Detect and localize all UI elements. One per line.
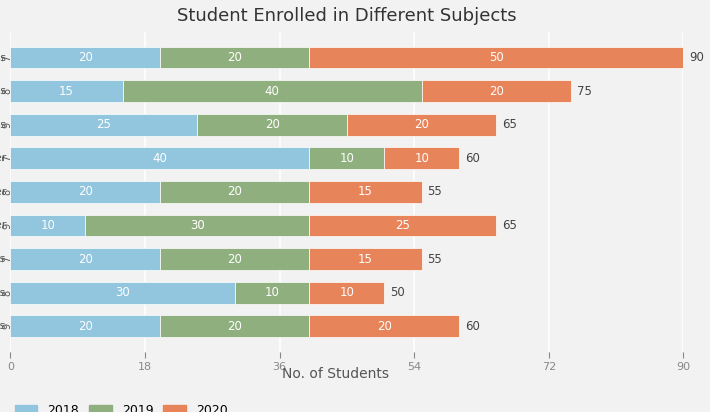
Text: Computer: Computer (0, 153, 6, 163)
Bar (11, 315, 160, 337)
Text: 20: 20 (78, 253, 92, 266)
Text: Arts: Arts (0, 254, 6, 264)
Text: Arts: Arts (0, 288, 6, 297)
Text: 8: 8 (2, 290, 12, 296)
Text: 20: 20 (489, 84, 504, 98)
Legend: 2018, 2019, 2020: 2018, 2019, 2020 (10, 400, 233, 412)
Text: 75: 75 (577, 84, 592, 98)
Bar (123, 80, 422, 102)
Bar (160, 181, 310, 203)
Bar (310, 215, 496, 236)
Text: 20: 20 (78, 51, 92, 64)
Text: Computer: Computer (0, 220, 6, 230)
Text: 8: 8 (2, 189, 12, 195)
Text: Mathematics: Mathematics (0, 119, 6, 130)
Text: 50: 50 (391, 286, 405, 299)
Text: 10: 10 (414, 152, 429, 165)
Bar (310, 47, 683, 68)
Title: Student Enrolled in Different Subjects: Student Enrolled in Different Subjects (177, 7, 517, 25)
Text: 9: 9 (2, 323, 12, 329)
Text: 7: 7 (2, 155, 12, 162)
Bar (11, 215, 85, 236)
Text: 20: 20 (227, 253, 242, 266)
Text: 60: 60 (465, 152, 480, 165)
Text: Computer: Computer (0, 187, 6, 197)
Text: 65: 65 (503, 118, 518, 131)
Text: 55: 55 (427, 185, 442, 198)
Text: Arts: Arts (0, 321, 6, 331)
Text: 25: 25 (97, 118, 111, 131)
Bar (197, 114, 347, 136)
Text: 20: 20 (227, 320, 242, 333)
Bar (235, 282, 310, 304)
Bar (11, 47, 160, 68)
Text: 15: 15 (358, 185, 373, 198)
Bar (11, 80, 123, 102)
Bar (310, 315, 459, 337)
Text: 10: 10 (40, 219, 55, 232)
Text: 40: 40 (265, 84, 280, 98)
Text: 40: 40 (153, 152, 168, 165)
Text: 20: 20 (265, 118, 280, 131)
Text: 9: 9 (2, 122, 12, 128)
Text: 20: 20 (377, 320, 392, 333)
Text: 9: 9 (2, 222, 12, 229)
Bar (310, 282, 384, 304)
Text: Mathematics: Mathematics (0, 86, 6, 96)
Bar (310, 147, 384, 169)
Text: 30: 30 (190, 219, 204, 232)
Text: Mathematics: Mathematics (0, 52, 6, 63)
Bar (310, 181, 422, 203)
Text: 20: 20 (78, 185, 92, 198)
Bar (160, 47, 310, 68)
Text: 10: 10 (265, 286, 280, 299)
Text: No. of Students: No. of Students (283, 368, 389, 382)
Bar (85, 215, 310, 236)
Bar (11, 147, 310, 169)
Text: 15: 15 (59, 84, 74, 98)
Text: 55: 55 (427, 253, 442, 266)
Bar (160, 315, 310, 337)
Text: 60: 60 (465, 320, 480, 333)
Text: 30: 30 (115, 286, 130, 299)
Text: 15: 15 (358, 253, 373, 266)
Text: 90: 90 (689, 51, 704, 64)
Text: 7: 7 (2, 256, 12, 262)
Bar (160, 248, 310, 270)
Bar (347, 114, 496, 136)
Bar (11, 114, 197, 136)
Bar (11, 282, 235, 304)
Text: 25: 25 (395, 219, 410, 232)
Text: 8: 8 (2, 88, 12, 94)
Bar (310, 248, 422, 270)
Text: 20: 20 (78, 320, 92, 333)
Text: 20: 20 (227, 51, 242, 64)
Bar (384, 147, 459, 169)
Text: 50: 50 (489, 51, 504, 64)
Bar (11, 248, 160, 270)
Bar (422, 80, 571, 102)
Text: 7: 7 (2, 54, 12, 61)
Text: 10: 10 (339, 152, 354, 165)
Bar (11, 181, 160, 203)
Text: 20: 20 (227, 185, 242, 198)
Text: 10: 10 (339, 286, 354, 299)
Text: 65: 65 (503, 219, 518, 232)
Text: 20: 20 (414, 118, 429, 131)
